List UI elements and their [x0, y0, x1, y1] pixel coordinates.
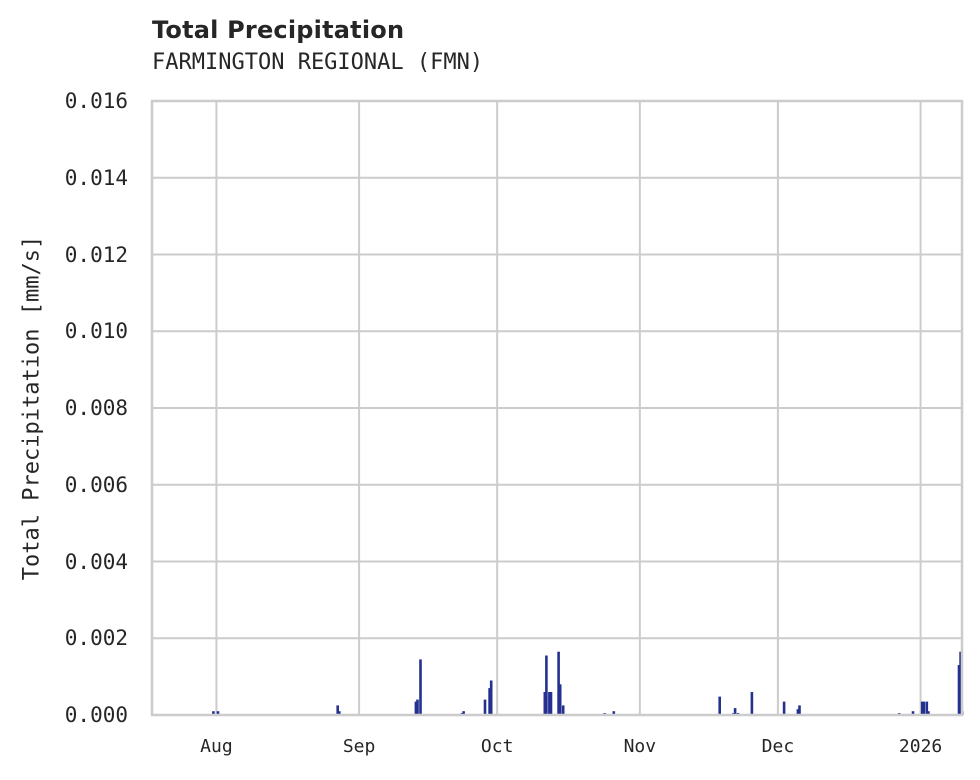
precip-bar [925, 701, 929, 715]
y-tick-label: 0.000 [64, 703, 128, 727]
precip-bar [922, 701, 926, 715]
x-tick-label: 2026 [898, 736, 943, 757]
precip-bar [557, 651, 560, 715]
precip-bar [543, 692, 547, 715]
plot-frame [150, 99, 964, 717]
y-tick-label: 0.006 [64, 472, 128, 497]
x-tick-label: Nov [623, 736, 657, 757]
y-tick-label: 0.002 [64, 626, 128, 651]
x-tick-label: Sep [342, 736, 376, 757]
y-tick-label: 0.012 [64, 242, 128, 267]
precip-bar [718, 696, 721, 715]
precip-bar [462, 711, 465, 715]
precip-bar [545, 655, 548, 715]
precip-bar [338, 711, 341, 715]
precip-bar [548, 692, 551, 715]
precip-bar [488, 688, 491, 715]
precip-bar [414, 701, 418, 715]
precip-bar [419, 659, 422, 715]
bars [212, 651, 964, 715]
precip-bar [558, 684, 562, 715]
y-tick-label: 0.016 [64, 89, 128, 113]
chart-title: Total Precipitation [152, 16, 405, 44]
precip-bar [561, 705, 565, 715]
precip-bar [549, 692, 553, 715]
precip-bar [733, 708, 737, 715]
precip-bar [920, 701, 924, 715]
y-tick-label: 0.008 [64, 396, 128, 420]
y-tick-label: 0.014 [64, 165, 128, 190]
precip-bar [750, 692, 754, 715]
precip-bar [483, 699, 487, 715]
x-tick-label: Dec [761, 736, 795, 757]
precip-bar [782, 701, 786, 715]
precip-bar [798, 705, 801, 715]
precip-bar [212, 711, 215, 715]
precip-bar [959, 651, 962, 715]
gridlines [152, 100, 962, 716]
precip-bar [416, 699, 419, 715]
precip-bar [796, 709, 800, 715]
y-tick-label: 0.004 [64, 549, 128, 574]
x-tick-label: Oct [480, 736, 514, 757]
precip-bar [957, 665, 961, 715]
chart-subtitle: FARMINGTON REGIONAL (FMN) [152, 50, 484, 75]
precip-bar [336, 705, 339, 715]
precip-bar [612, 711, 616, 715]
precip-bar [489, 680, 493, 715]
precip-bar [911, 711, 915, 715]
y-tick-label: 0.010 [64, 319, 128, 344]
precip-bar [927, 711, 930, 715]
precip-bar [216, 711, 220, 715]
x-tick-label: Aug [200, 736, 233, 757]
